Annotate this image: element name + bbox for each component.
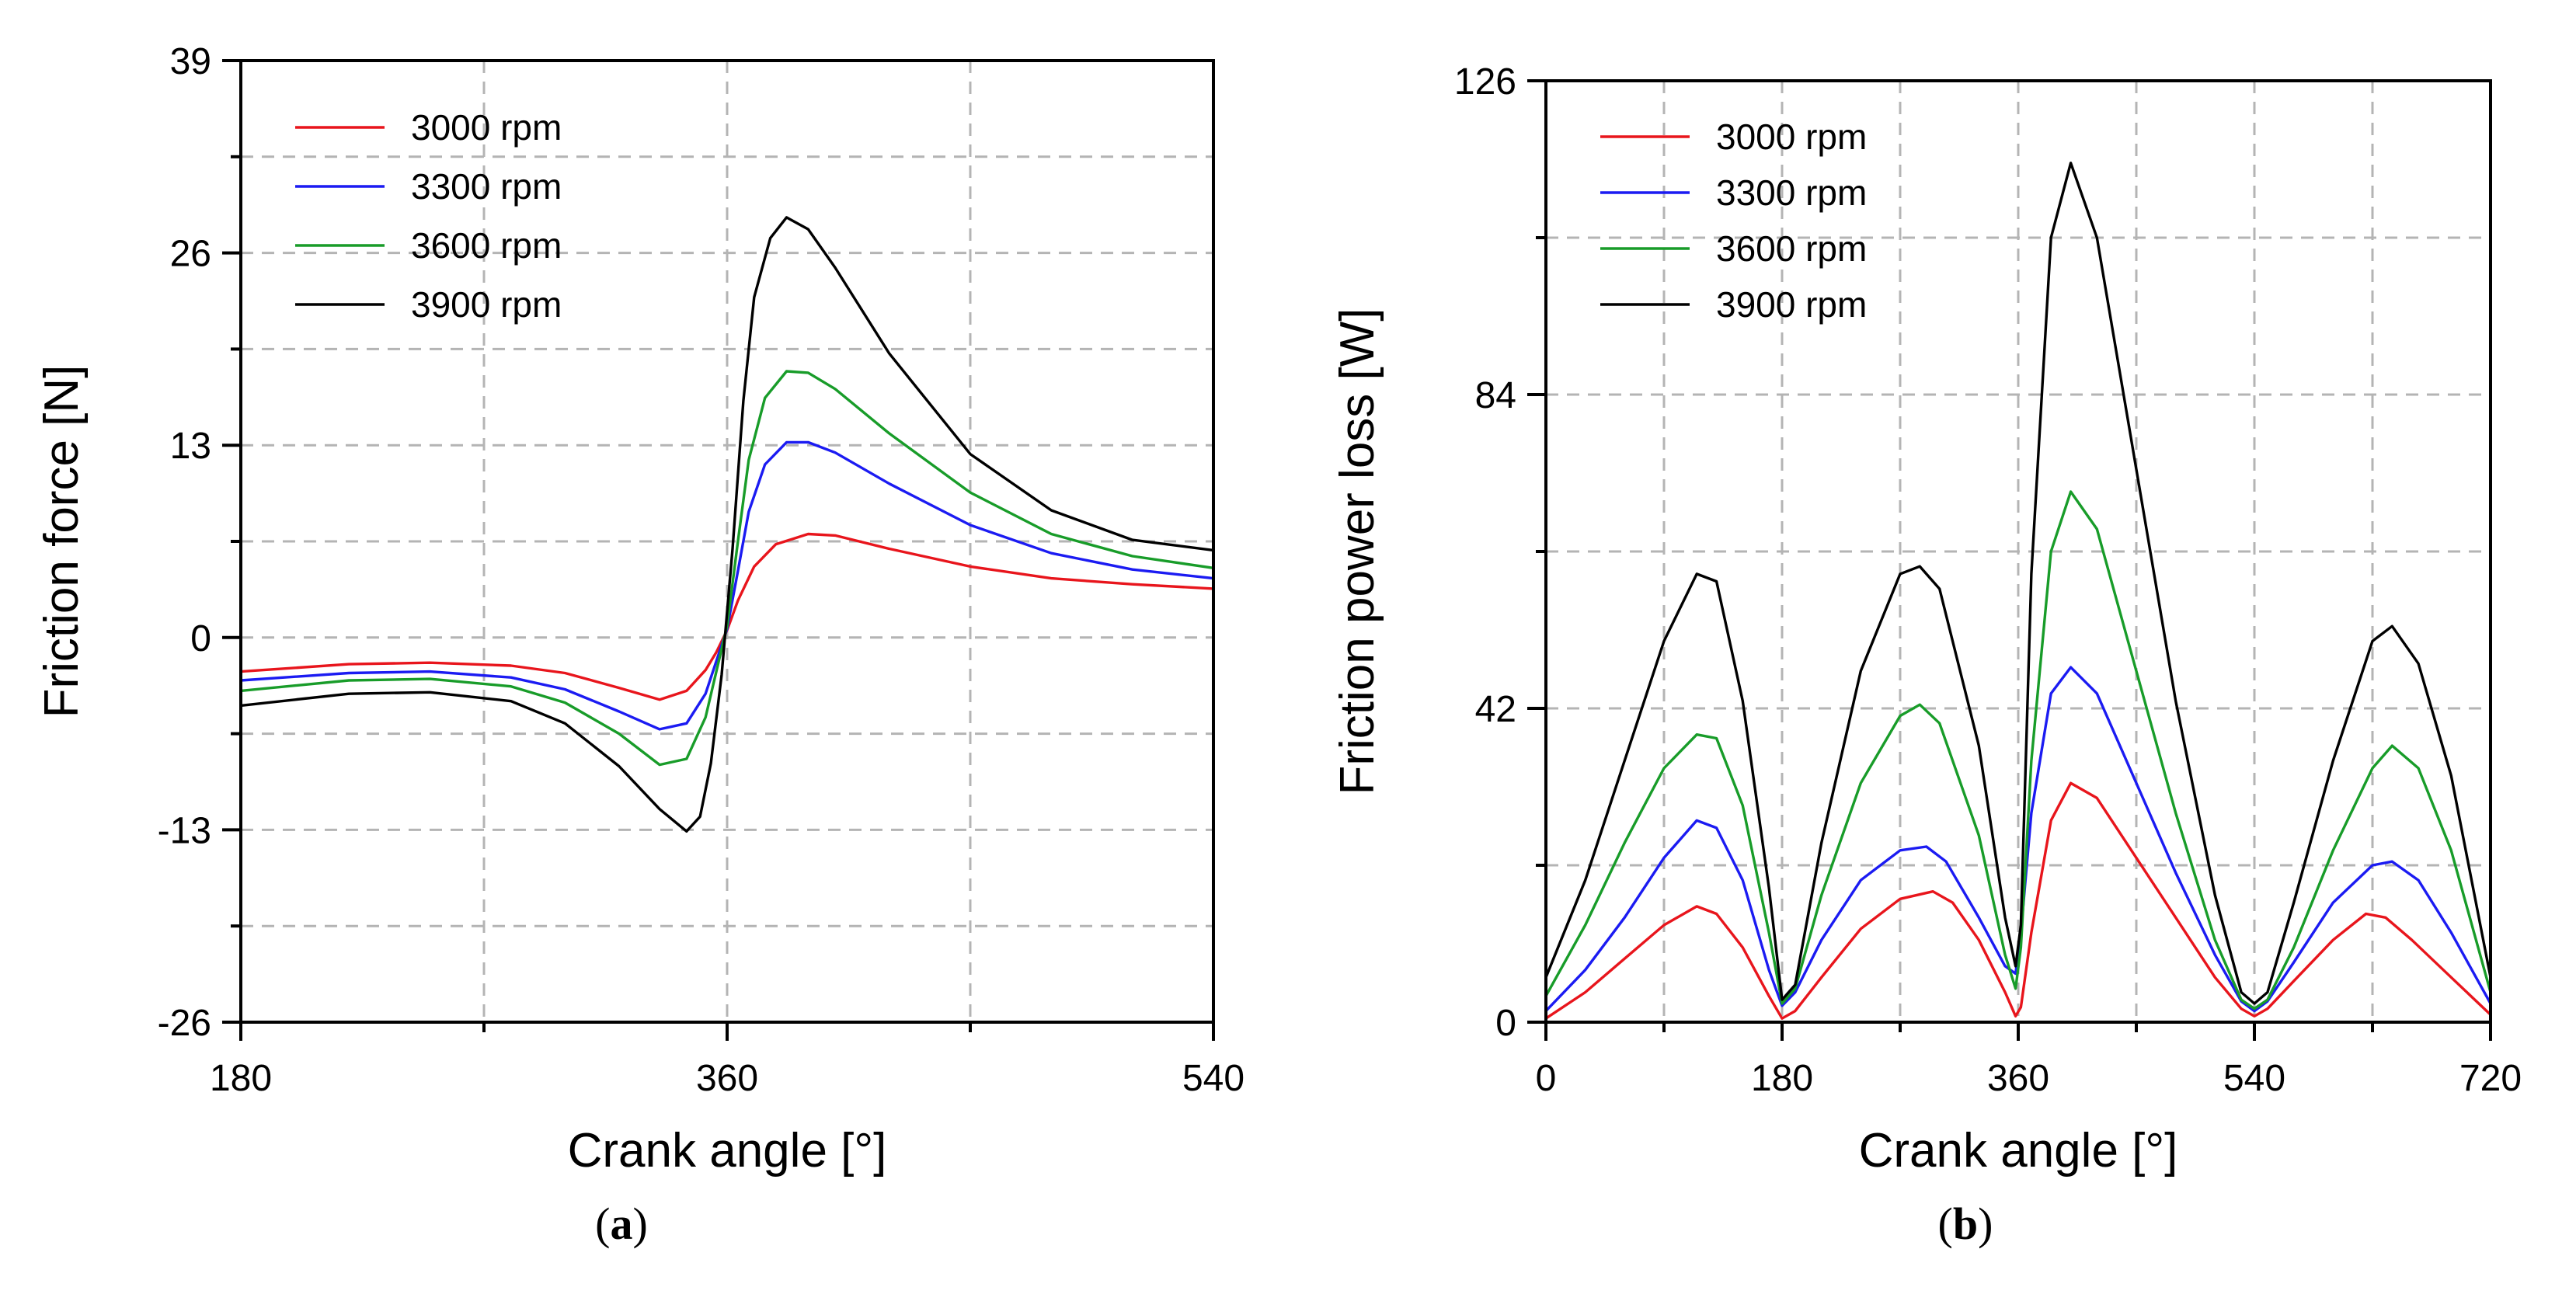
legend-label: 3600 rpm [1716,228,1867,269]
y-tick-label: 39 [170,41,211,82]
series-line-3600-rpm [1544,490,2492,1011]
panel-caption: (a) [595,1198,648,1249]
series-line-3900-rpm [240,216,1214,833]
y-tick-label: 0 [1495,1003,1516,1044]
x-tick-label: 0 [1536,1058,1557,1099]
x-tick-label: 180 [1751,1058,1813,1099]
y-tick-label: 42 [1475,689,1516,730]
legend-label: 3900 rpm [411,284,562,325]
y-axis-title: Friction power loss [W] [1331,308,1384,795]
legend: 3000 rpm 3300 rpm 3600 rpm 3900 rpm [295,107,562,325]
x-axis-title: Crank angle [°] [568,1124,887,1178]
y-tick-label: -13 [158,810,211,851]
y-tick-label: 26 [170,234,211,275]
x-tick-label: 360 [696,1058,758,1099]
x-tick-label: 180 [210,1058,272,1099]
x-tick-label: 540 [2223,1058,2285,1099]
legend-label: 3300 rpm [411,166,562,207]
y-tick-label: 0 [190,618,211,659]
x-tick-label: 360 [1987,1058,2049,1099]
x-tick-label: 540 [1182,1058,1244,1099]
y-tick-label: -26 [158,1003,211,1044]
legend-label: 3000 rpm [1716,117,1867,157]
y-axis-title: Friction force [N] [35,365,89,718]
y-tick-label: 126 [1454,61,1516,103]
series-line-3300-rpm [240,440,1214,731]
panel-caption: (b) [1938,1198,1993,1249]
legend-label: 3000 rpm [411,107,562,148]
legend-label: 3600 rpm [411,225,562,266]
legend: 3000 rpm 3300 rpm 3600 rpm 3900 rpm [1600,117,1867,325]
x-axis-title: Crank angle [°] [1859,1124,2178,1178]
y-tick-label: 84 [1475,375,1516,416]
chart-panel-b: 0 180 360 540 720 0 42 84 126 Crank angle [°] Fric… [1331,61,2522,1249]
legend-label: 3900 rpm [1716,284,1867,325]
series-line-3900-rpm [1544,162,2492,1005]
x-tick-label: 720 [2459,1058,2522,1099]
series-line-3000-rpm [1545,781,2492,1020]
chart-panel-a: 180 360 540 -26 -13 0 13 26 39 Crank angle [°] Fri… [35,41,1244,1249]
y-tick-label: 13 [170,426,211,467]
series-line-3600-rpm [240,370,1214,767]
legend-label: 3300 rpm [1716,172,1867,213]
